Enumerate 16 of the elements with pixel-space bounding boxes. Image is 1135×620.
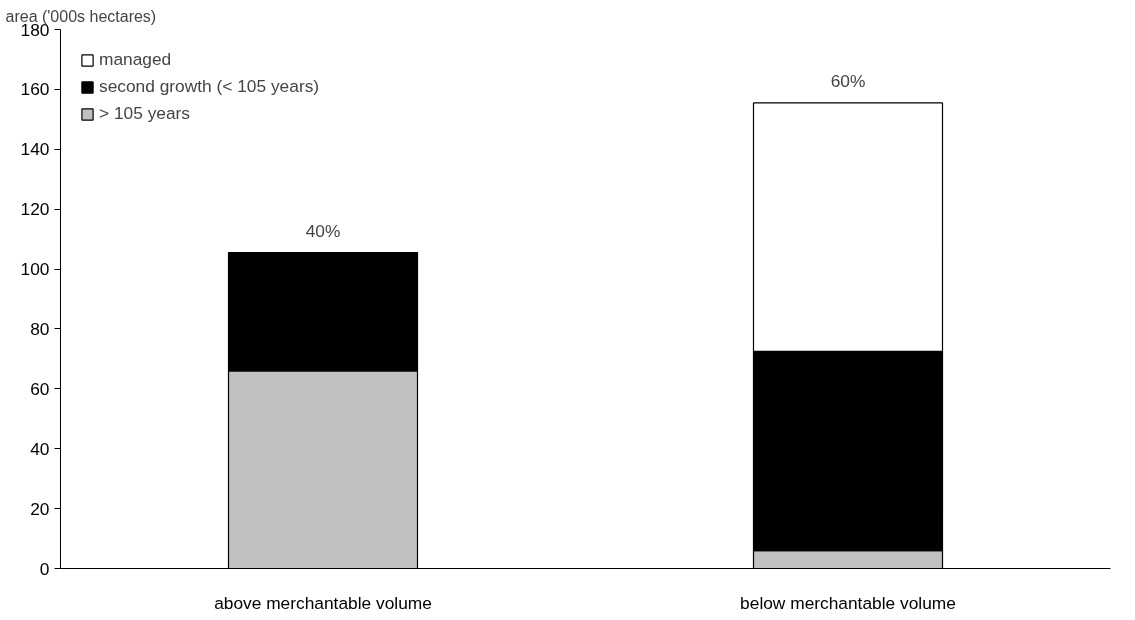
y-tick-label: 40 [30,438,50,459]
y-tick-label: 160 [20,79,50,100]
y-tick-label: 0 [39,558,50,579]
y-tick-label: 80 [30,318,50,339]
y-tick-label: 20 [30,498,50,519]
legend-label: managed [99,49,172,70]
y-tick-label: 140 [20,139,50,160]
legend-label: second growth (< 105 years) [99,76,320,97]
y-tick-label: 100 [20,259,50,280]
annotation: 40% [305,220,341,241]
annotation: 60% [830,70,866,91]
legend-label: > 105 years [99,103,191,124]
y-tick-label: 120 [20,199,50,220]
x-tick-label: above merchantable volume [214,592,432,613]
y-tick-label: 60 [30,378,50,399]
x-tick-label: below merchantable volume [740,592,956,613]
